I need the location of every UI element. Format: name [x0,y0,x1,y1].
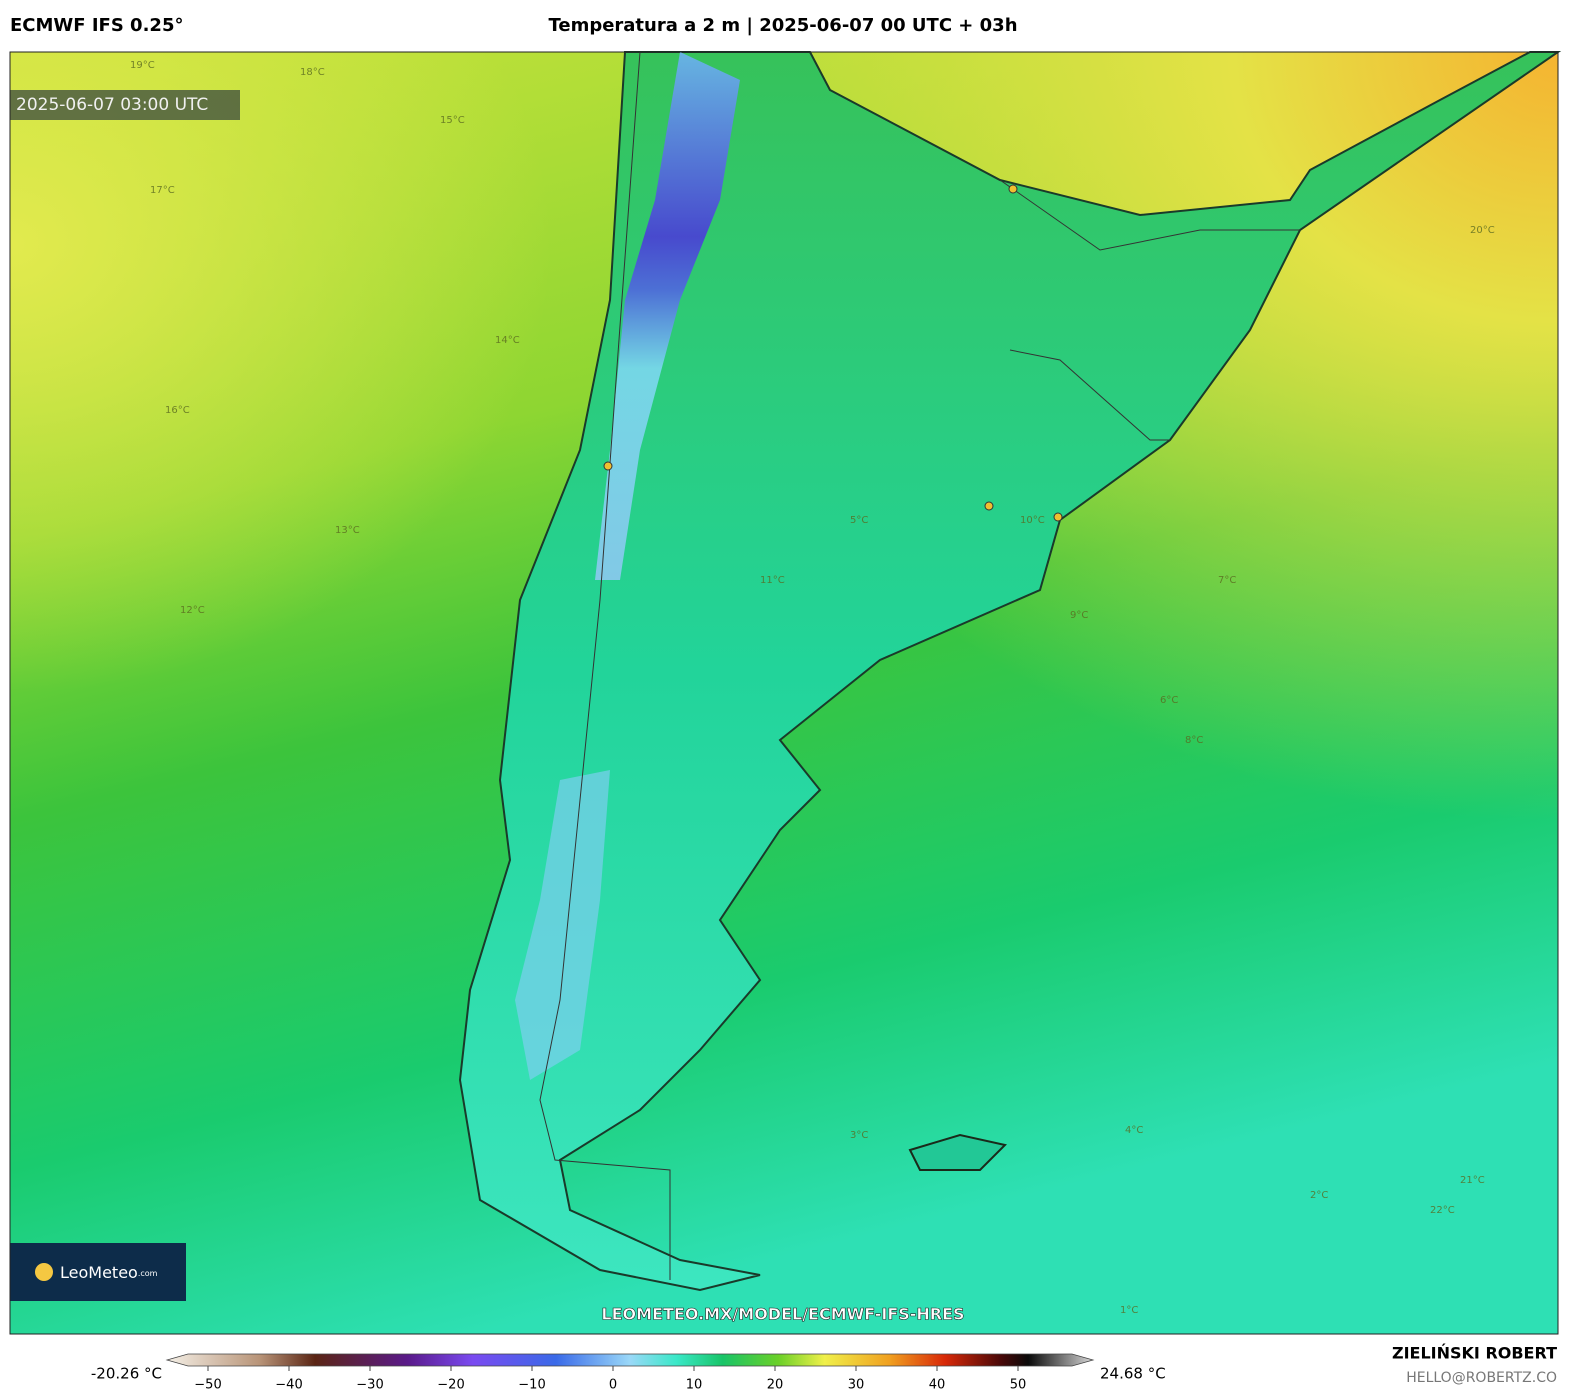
border [999,179,1300,251]
contour-label: 14°C [495,335,520,346]
contour-label: 21°C [1460,1175,1485,1186]
colorbar-tick-label: −30 [356,1378,383,1393]
contour-label: 1°C [1120,1305,1138,1316]
logo-sun [35,1263,53,1281]
contour-label: 22°C [1430,1205,1455,1216]
map: 19°C 18°C 17°C 16°C 15°C 14°C 13°C 12°C 11°C 10°C… [9,51,1562,1335]
colorbar [165,1353,1095,1367]
contour-label: 10°C [1020,515,1045,526]
contour-label: 6°C [1160,695,1178,706]
contour-label: 3°C [850,1130,868,1141]
colorbar-tick-label: −20 [437,1378,464,1393]
map-title: Temperatura a 2 m | 2025-06-07 00 UTC + … [548,15,1017,36]
contour-label: 12°C [180,605,205,616]
city-dot [1008,184,1018,194]
colorbar-tick-label: 40 [929,1378,946,1393]
contour-label: 15°C [440,115,465,126]
colorbar-tick-label: 0 [609,1378,617,1393]
timestamp-box [10,90,240,120]
colorbar-tick-label: −10 [518,1378,545,1393]
author: ZIELIŃSKI ROBERT [1392,1344,1557,1363]
city-dot [984,501,994,511]
patagonia-cold [515,770,610,1080]
border [1009,349,1170,441]
colorbar-tick-label: −50 [194,1378,221,1393]
colorbar-min: -20.26 °C [91,1365,162,1383]
land [458,51,1562,1292]
colorbar-tick-label: 10 [686,1378,703,1393]
colorbar-max: 24.68 °C [1100,1365,1166,1383]
logo-text: LeoMeteo.com [60,1263,158,1282]
contour-label: 9°C [1070,610,1088,621]
contact: HELLO@ROBERTZ.CO [1406,1370,1557,1386]
contour-label: 5°C [850,515,868,526]
city-dot [603,461,613,471]
colorbar-tick-label: −40 [275,1378,302,1393]
colorbar-tick-label: 30 [848,1378,865,1393]
contour-label: 7°C [1218,575,1236,586]
border [539,51,671,1280]
contour-label: 4°C [1125,1125,1143,1136]
contour-label: 8°C [1185,735,1203,746]
colorbar-tick-label: 20 [767,1378,784,1393]
island [908,1133,1007,1171]
colorbar-tick-label: 50 [1010,1378,1027,1393]
city-dot [1053,512,1063,522]
contour-label: 2°C [1310,1190,1328,1201]
contour-label: 18°C [300,67,325,78]
source-url: LEOMETEO.MX/MODEL/ECMWF-IFS-HRES [601,1305,964,1324]
model-name: ECMWF IFS 0.25° [10,15,183,36]
contour-label: 16°C [165,405,190,416]
map-frame [9,51,1559,1335]
contour-label: 19°C [130,60,155,71]
andes-cold [595,52,740,580]
contour-label: 20°C [1470,225,1495,236]
contour-label: 17°C [150,185,175,196]
timestamp: 2025-06-07 03:00 UTC [16,95,208,115]
contour-label: 11°C [760,575,785,586]
contour-label: 13°C [335,525,360,536]
